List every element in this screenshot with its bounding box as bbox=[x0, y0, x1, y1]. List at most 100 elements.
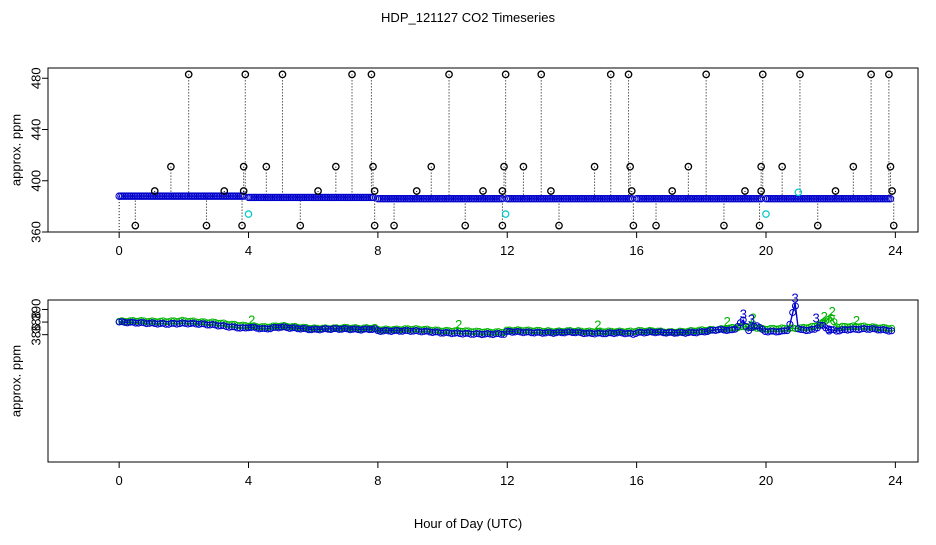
y-tick-label: 440 bbox=[29, 119, 44, 141]
outlier-point bbox=[547, 187, 555, 195]
series-point-3 bbox=[552, 329, 560, 337]
series-point-3 bbox=[239, 324, 247, 332]
series-label-3: 3 bbox=[791, 291, 798, 306]
outlier-point bbox=[741, 187, 749, 195]
x-tick-label: 8 bbox=[374, 473, 381, 488]
outlier-point bbox=[867, 70, 875, 79]
series-point-3 bbox=[511, 328, 519, 336]
series-label-2: 2 bbox=[594, 318, 601, 333]
y-tick-label: 388 bbox=[29, 311, 44, 333]
x-tick-label: 12 bbox=[500, 473, 514, 488]
outlier-point bbox=[241, 70, 250, 79]
series-point-3 bbox=[648, 328, 656, 336]
outlier-point bbox=[331, 162, 340, 171]
outlier-point bbox=[885, 70, 893, 79]
series-point-3 bbox=[728, 326, 736, 334]
outlier-point bbox=[702, 70, 711, 79]
outlier-point bbox=[131, 221, 140, 230]
series-label-2: 2 bbox=[853, 313, 860, 328]
outlier-point bbox=[238, 221, 246, 230]
outlier-point bbox=[239, 162, 248, 171]
x-tick-label: 24 bbox=[888, 243, 902, 258]
series-point-3 bbox=[571, 329, 579, 337]
outlier-point bbox=[627, 187, 636, 195]
series-point-3 bbox=[497, 330, 505, 338]
cyan-point bbox=[794, 188, 803, 197]
outlier-point bbox=[684, 162, 693, 171]
outlier-point bbox=[348, 70, 356, 79]
series-point-3 bbox=[607, 329, 615, 337]
y-axis-label: approx. ppm bbox=[9, 114, 24, 186]
series-point-3 bbox=[547, 329, 555, 337]
outlier-point bbox=[629, 221, 638, 230]
outlier-point bbox=[150, 187, 159, 195]
outlier-point bbox=[427, 162, 436, 171]
outlier-point bbox=[184, 70, 193, 79]
outlier-point bbox=[412, 187, 421, 195]
baseline-point bbox=[886, 194, 895, 203]
x-tick-label: 0 bbox=[116, 243, 123, 258]
panel-top: 0 4 8 12 16 20 24 360 400 440 480 approx. ppm bbox=[9, 67, 919, 258]
outlier-point bbox=[445, 70, 453, 79]
x-tick-label: 4 bbox=[245, 473, 252, 488]
series-point-3 bbox=[791, 302, 799, 310]
x-axis-label: Hour of Day (UTC) bbox=[414, 516, 522, 531]
plot-frame bbox=[47, 299, 919, 463]
outlier-point bbox=[813, 221, 822, 230]
outlier-point bbox=[220, 187, 229, 195]
top-data-layer bbox=[115, 70, 898, 232]
outlier-point bbox=[498, 221, 507, 230]
outlier-point bbox=[886, 162, 895, 171]
outlier-point bbox=[755, 221, 764, 230]
series-point-3 bbox=[789, 309, 797, 317]
outlier-point bbox=[501, 70, 510, 79]
x-tick-label: 4 bbox=[245, 243, 252, 258]
outlier-point bbox=[461, 221, 470, 230]
series-point-3 bbox=[888, 327, 896, 335]
cyan-point bbox=[244, 210, 253, 218]
series-point-3 bbox=[409, 327, 417, 335]
outlier-point bbox=[758, 70, 767, 79]
cyan-point bbox=[762, 210, 770, 218]
outlier-point bbox=[167, 162, 175, 171]
series-label-3: 3 bbox=[825, 323, 832, 338]
outlier-point bbox=[262, 162, 271, 171]
series-point-3 bbox=[698, 328, 706, 336]
outlier-point bbox=[278, 70, 287, 79]
outlier-point bbox=[202, 221, 211, 230]
series-label-2: 2 bbox=[821, 309, 828, 324]
series-label-3: 3 bbox=[748, 311, 755, 326]
series-point-3 bbox=[151, 320, 159, 328]
x-tick-label: 24 bbox=[888, 473, 902, 488]
outlier-point bbox=[757, 162, 765, 171]
series-point-3 bbox=[720, 326, 728, 334]
outlier-point bbox=[668, 187, 677, 195]
outlier-point bbox=[498, 187, 507, 195]
series-label-3: 3 bbox=[740, 306, 747, 321]
chart-title: HDP_121127 CO2 Timeseries bbox=[381, 10, 555, 25]
series-label-2: 2 bbox=[248, 313, 255, 328]
outlier-point bbox=[296, 221, 305, 230]
series-point-3 bbox=[684, 329, 692, 337]
outlier-point bbox=[555, 221, 563, 230]
series-point-3 bbox=[816, 321, 824, 329]
series-point-3 bbox=[824, 326, 832, 334]
outlier-point bbox=[390, 221, 398, 230]
series-point-3 bbox=[739, 316, 747, 324]
x-tick-label: 8 bbox=[374, 243, 381, 258]
outlier-point bbox=[796, 70, 804, 79]
series-point-3 bbox=[679, 329, 687, 337]
series-label-3: 3 bbox=[813, 311, 820, 326]
series-point-3 bbox=[786, 320, 794, 328]
outlier-point bbox=[831, 187, 840, 195]
outlier-point bbox=[652, 221, 660, 230]
outlier-point bbox=[889, 221, 898, 230]
y-tick-label: 386 bbox=[29, 324, 44, 346]
outlier-point bbox=[314, 187, 322, 195]
series-point-3 bbox=[841, 326, 849, 334]
series-label-2: 2 bbox=[749, 311, 756, 326]
outlier-point bbox=[590, 162, 599, 171]
series-point-3 bbox=[695, 328, 703, 336]
